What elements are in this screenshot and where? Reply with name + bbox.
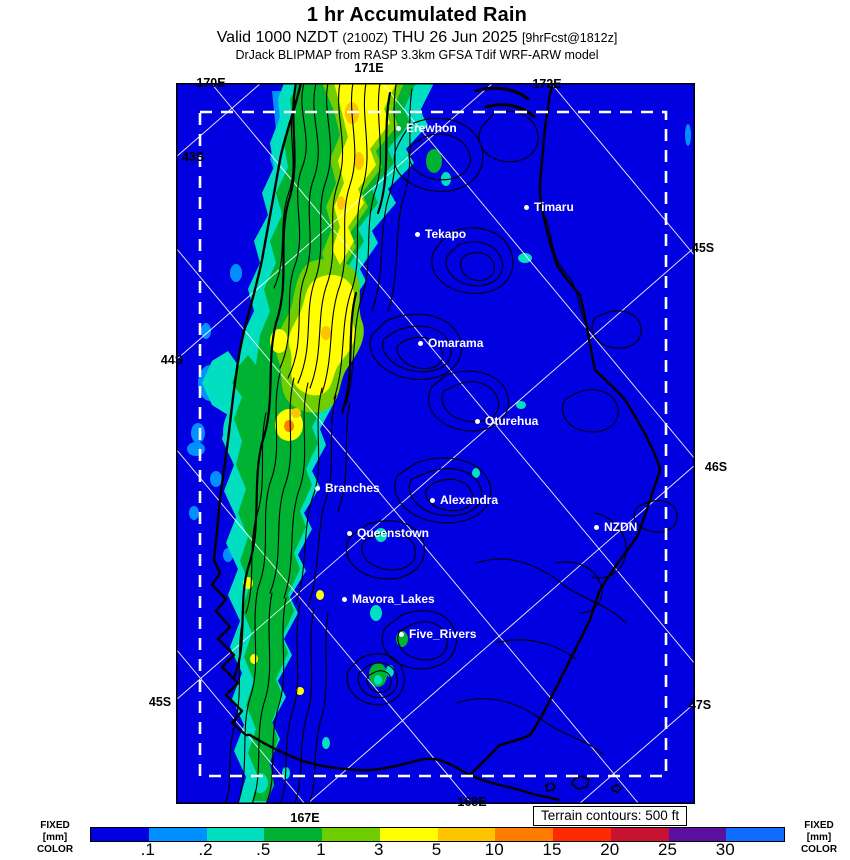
grid-label-170E: 170E (196, 76, 226, 90)
place-Oturehua: Oturehua (475, 414, 538, 428)
grid-label-47S: 47S (688, 698, 712, 712)
valid-prefix: Valid 1000 NZDT (216, 29, 338, 46)
colorbar-tick: 1 (316, 840, 326, 859)
colorbar-segment (437, 828, 496, 841)
colorbar-caption-left: FIXED [mm] COLOR (26, 820, 84, 855)
place-Tekapo: Tekapo (415, 227, 466, 241)
page-title: 1 hr Accumulated Rain (306, 4, 528, 26)
place-label: Branches (325, 481, 380, 495)
colorbar-segment (91, 828, 149, 841)
grid-label-171E: 171E (354, 61, 384, 75)
grid-label-44S: 44S (160, 353, 184, 367)
colorbar-tick: 20 (600, 840, 620, 859)
place-label: Omarama (428, 336, 484, 350)
colorbar-tick: 30 (715, 840, 735, 859)
model-line: DrJack BLIPMAP from RASP 3.3km GFSA Tdif… (235, 48, 599, 62)
forecast-tag: [9hrFcst@1812z] (521, 31, 618, 45)
place-dot-icon (315, 485, 320, 491)
colorbar-segment (553, 828, 611, 841)
colorbar-segment (206, 828, 265, 841)
header: 1 hr Accumulated Rain Valid 1000 NZDT (2… (0, 0, 834, 62)
colorbar (90, 827, 785, 842)
grid-label-172E: 172E (532, 77, 562, 91)
place-dot-icon (342, 596, 347, 602)
caption-line: [mm] (806, 831, 832, 843)
caption-line: FIXED (40, 820, 70, 831)
place-Alexandra: Alexandra (430, 493, 498, 507)
colorbar-tick: 3 (374, 840, 384, 859)
map-canvas (176, 83, 695, 804)
valid-date: THU 26 Jun 2025 (392, 29, 518, 46)
place-label: Queenstown (357, 526, 430, 540)
colorbar-tick: 25 (658, 840, 677, 859)
place-Timaru: Timaru (524, 200, 574, 214)
colorbar-tick: .1 (140, 840, 155, 859)
valid-zulu: (2100Z) (342, 30, 388, 45)
grid-label-43S: 43S (181, 150, 205, 164)
caption-line: COLOR (800, 843, 838, 855)
place-dot-icon (524, 204, 529, 210)
colorbar-segment (148, 828, 207, 841)
colorbar-tick: 10 (484, 840, 504, 859)
colorbar-tick: .5 (256, 840, 271, 859)
place-dot-icon (347, 530, 352, 536)
caption-line: COLOR (36, 843, 74, 855)
place-Mavora_Lakes: Mavora_Lakes (342, 592, 435, 606)
place-dot-icon (399, 631, 404, 637)
caption-line: FIXED (804, 820, 834, 831)
map-frame (176, 83, 695, 804)
colorbar-tick: .2 (198, 840, 213, 859)
place-Branches: Branches (315, 481, 380, 495)
grid-label-46S: 46S (704, 460, 728, 474)
colorbar-tick: 5 (431, 840, 442, 859)
colorbar-segment (322, 828, 380, 841)
place-label: Five_Rivers (409, 627, 477, 641)
grid-label-168E: 168E (457, 795, 487, 809)
colorbar-segment (379, 828, 438, 841)
place-dot-icon (396, 125, 401, 131)
colorbar-caption-right: FIXED [mm] COLOR (790, 820, 848, 855)
grid-label-45S: 45S (691, 241, 715, 255)
map-area: Erewhon Timaru Tekapo Omarama Oturehua Branch… (176, 83, 695, 804)
terrain-contours (223, 83, 678, 804)
colorbar-segment (610, 828, 669, 841)
colorbar-tick: 15 (542, 840, 562, 859)
valid-time-line: Valid 1000 NZDT (2100Z) THU 26 Jun 2025 … (0, 29, 834, 47)
caption-line: [mm] (42, 831, 68, 843)
place-Erewhon: Erewhon (396, 121, 457, 135)
place-label: Timaru (534, 200, 574, 214)
place-dot-icon (415, 231, 420, 237)
place-label: Erewhon (406, 121, 457, 135)
place-label: Tekapo (425, 227, 467, 241)
colorbar-segment (495, 828, 553, 841)
place-label: Mavora_Lakes (352, 592, 435, 606)
place-Queenstown: Queenstown (347, 526, 429, 540)
grid-label-167E: 167E (290, 811, 320, 825)
colorbar-segment (726, 828, 784, 841)
place-label: Oturehua (485, 414, 539, 428)
colorbar-segment (264, 828, 322, 841)
grid-label-45S: 45S (148, 695, 172, 709)
place-dot-icon (594, 524, 599, 530)
place-dot-icon (475, 418, 480, 424)
place-Five_Rivers: Five_Rivers (399, 627, 476, 641)
place-label: NZDN (604, 520, 638, 534)
place-dot-icon (418, 340, 423, 346)
place-label: Alexandra (440, 493, 499, 507)
domain-boundary (198, 110, 668, 778)
colorbar-segment (668, 828, 727, 841)
place-Omarama: Omarama (418, 336, 483, 350)
terrain-contours-note: Terrain contours: 500 ft (533, 806, 688, 826)
place-NZDN: NZDN (594, 520, 637, 534)
place-dot-icon (430, 497, 435, 503)
coastline (210, 83, 662, 802)
